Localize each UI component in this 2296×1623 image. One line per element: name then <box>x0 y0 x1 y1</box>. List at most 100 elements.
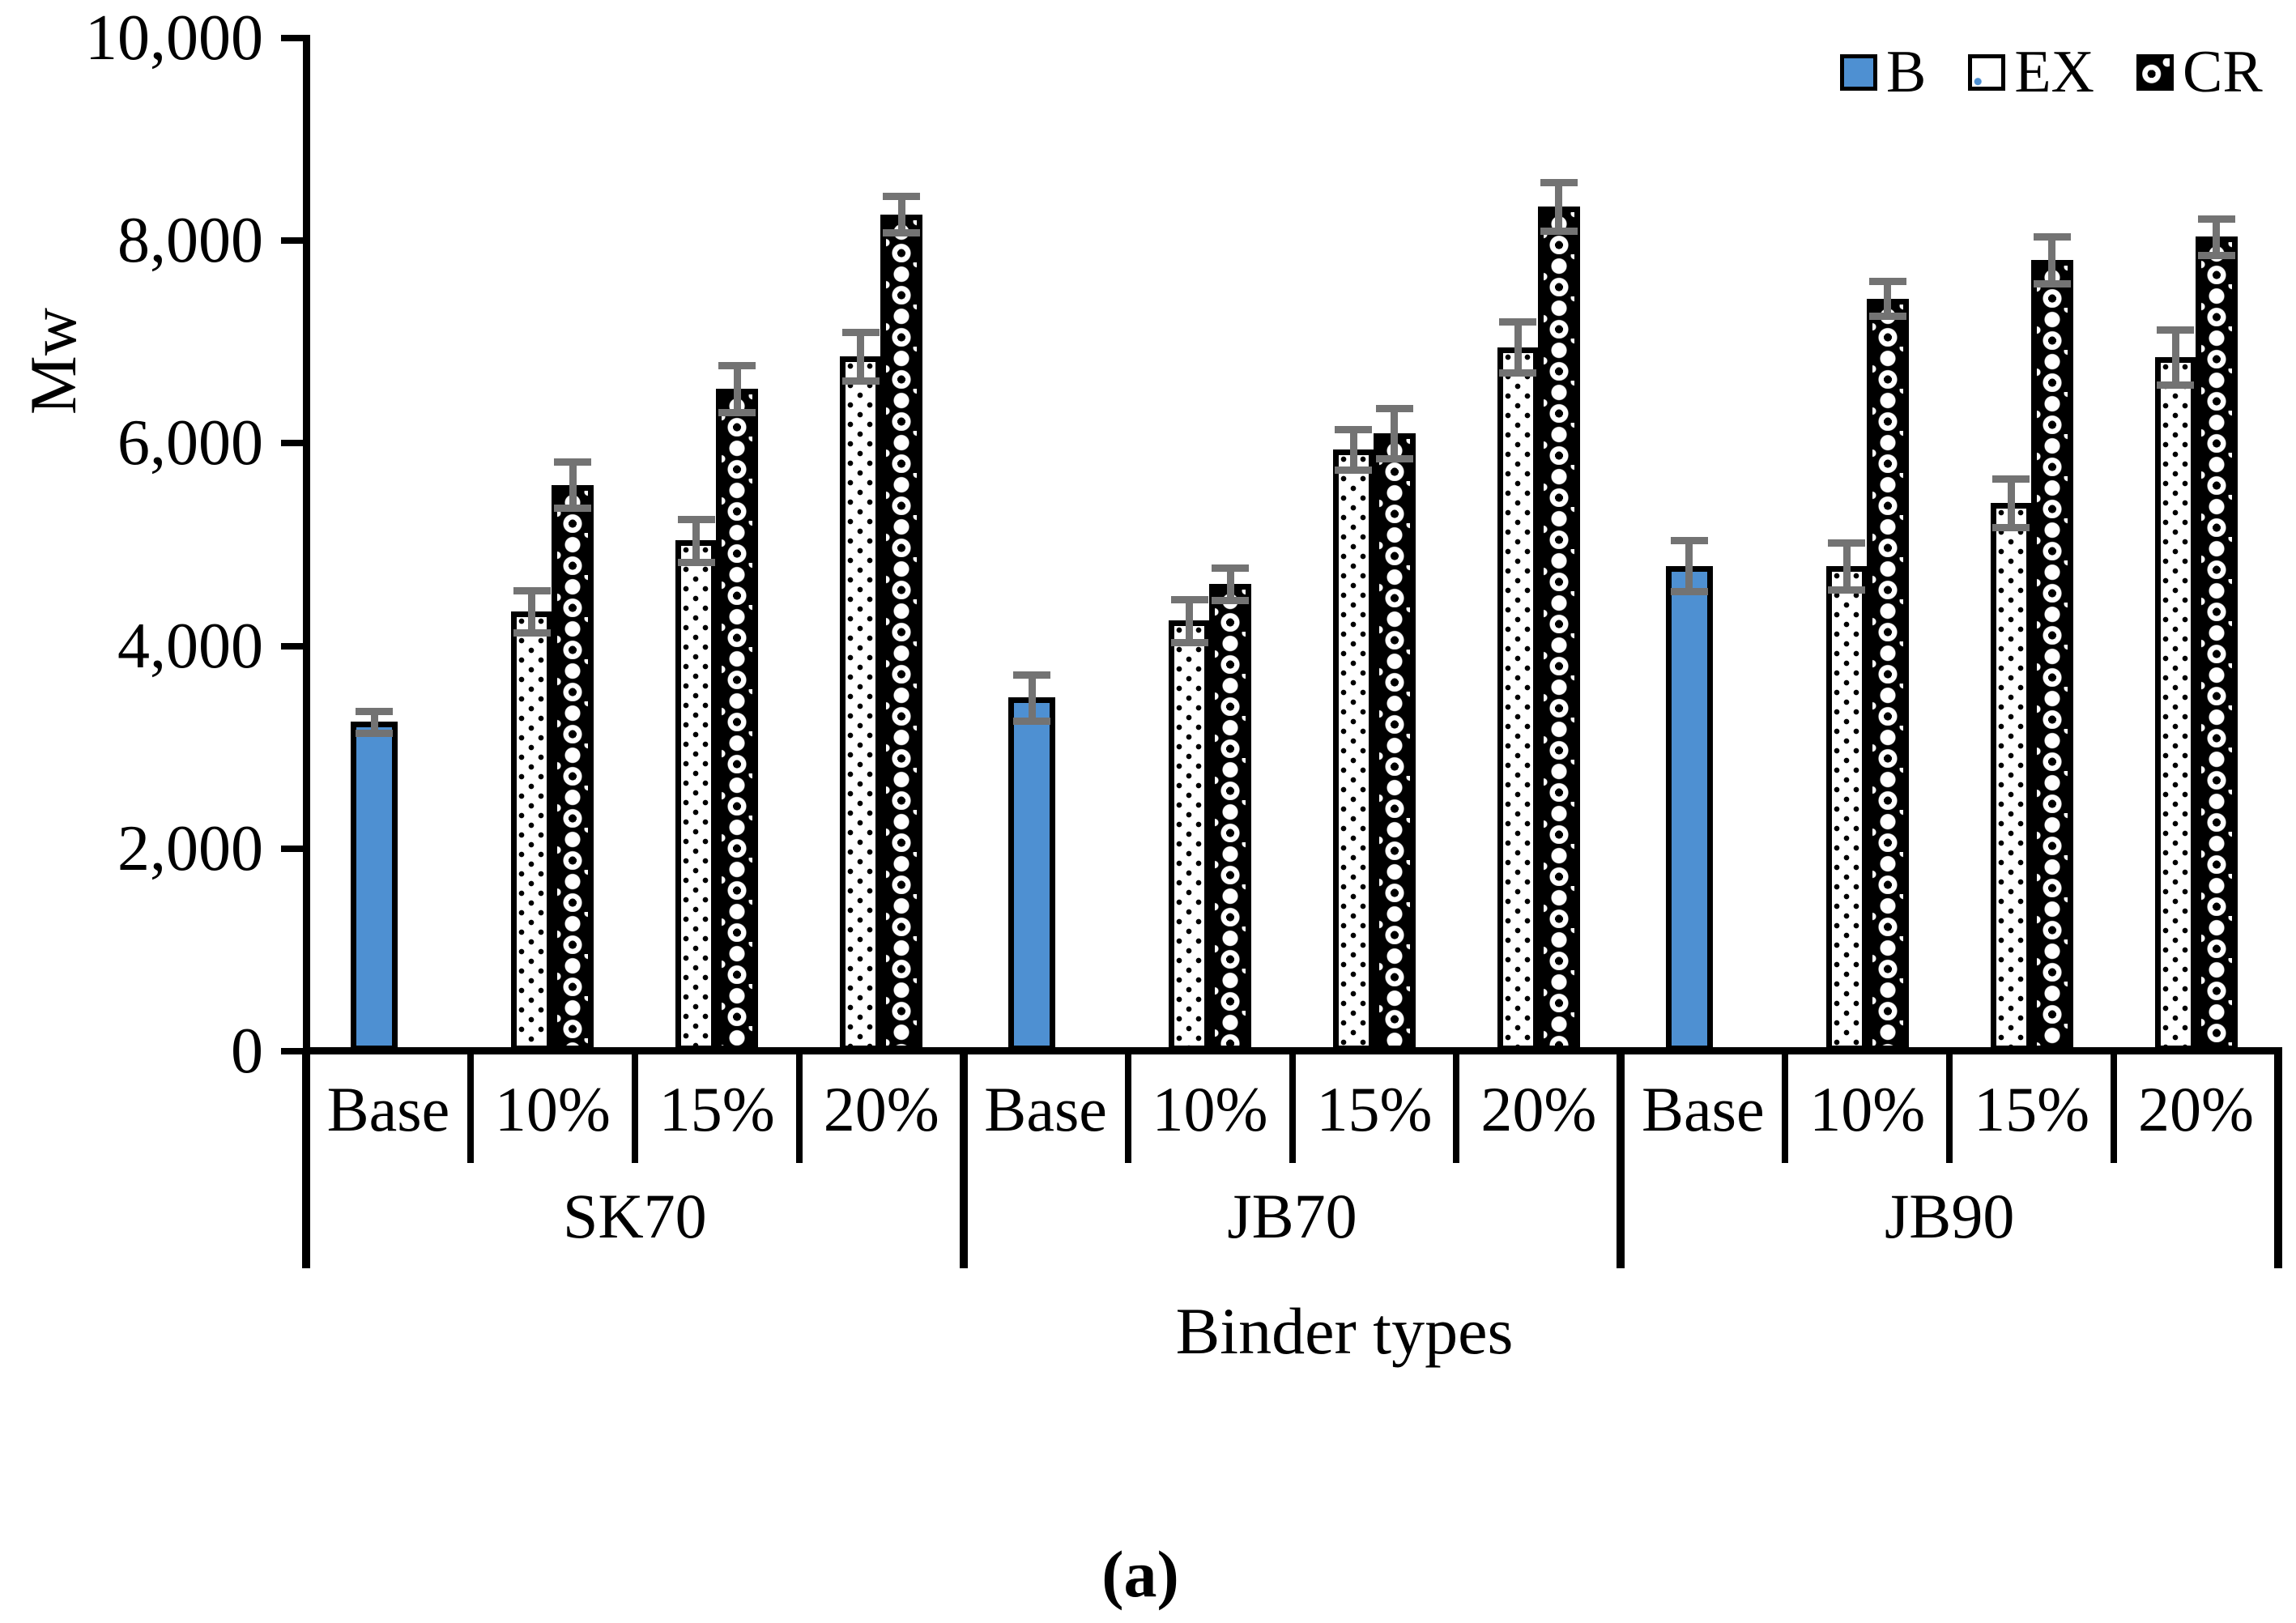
error-bar-cap-bottom <box>554 505 592 513</box>
bar-jb70-15pct-cr <box>1373 432 1416 1051</box>
error-bar-cap-top <box>1375 404 1413 412</box>
error-bar-cap-bottom <box>1335 466 1373 474</box>
error-bar-line <box>2007 479 2015 528</box>
category-label: Base <box>326 1074 450 1144</box>
category-separator <box>631 1051 638 1163</box>
legend-swatch-dotted-icon <box>1968 53 2006 91</box>
error-bar-cap-bottom <box>677 558 715 566</box>
legend-label-ex: EX <box>2014 39 2095 105</box>
error-bar-cap-top <box>513 586 551 594</box>
error-bar-line <box>2171 330 2179 385</box>
y-tick-label: 8,000 <box>117 205 263 277</box>
error-bar-line <box>1226 568 1234 601</box>
legend-swatch-blue-icon <box>1840 53 1877 91</box>
category-label: 10% <box>1152 1074 1268 1144</box>
error-bar-cap-bottom <box>513 629 551 637</box>
y-tick-label: 6,000 <box>117 407 263 479</box>
category-label: 15% <box>1974 1074 2090 1144</box>
category-separator <box>1453 1051 1460 1163</box>
error-bar-cap-bottom <box>2157 381 2195 389</box>
group-label-jb70: JB70 <box>1227 1181 1357 1251</box>
category-separator <box>1289 1051 1296 1163</box>
error-bar-cap-top <box>718 362 756 370</box>
error-bar-line <box>897 196 905 233</box>
error-bar-cap-bottom <box>1670 588 1708 596</box>
legend-swatch-circles-icon <box>2136 53 2175 91</box>
error-bar-cap-bottom <box>841 377 880 385</box>
y-tick <box>281 440 306 447</box>
group-label-jb90: JB90 <box>1884 1181 2015 1251</box>
error-bar-cap-top <box>1992 475 2030 483</box>
error-bar-cap-top <box>1499 318 1537 326</box>
error-bar-line <box>692 519 701 562</box>
y-tick <box>281 1048 306 1054</box>
figure-caption: (a) <box>1101 1537 1179 1611</box>
bar-jb90-10pct-ex <box>1825 565 1868 1051</box>
category-separator <box>1782 1051 1789 1163</box>
bar-sk70-15pct-cr <box>716 388 759 1051</box>
category-separator <box>1946 1051 1953 1163</box>
legend-label-b: B <box>1886 39 1927 105</box>
y-tick-label: 4,000 <box>117 610 263 682</box>
error-bar-line <box>1842 542 1851 590</box>
error-bar-cap-top <box>1212 564 1250 573</box>
error-bar-cap-bottom <box>1992 524 2030 532</box>
error-bar-cap-bottom <box>1499 368 1537 377</box>
legend-item-b: B <box>1840 40 1926 104</box>
y-tick-label: 10,000 <box>85 2 263 74</box>
bar-jb90-20pct-ex <box>2154 357 2196 1051</box>
y-tick <box>281 237 306 245</box>
error-bar-cap-top <box>2033 233 2071 241</box>
y-tick <box>281 642 306 650</box>
bar-jb70-base-b <box>1008 697 1056 1051</box>
y-tick-label: 2,000 <box>117 812 263 884</box>
x-axis-line <box>303 1047 2282 1054</box>
category-separator <box>1124 1051 1131 1163</box>
bar-sk70-15pct-ex <box>675 540 718 1051</box>
group-separator <box>302 1051 310 1268</box>
error-bar-cap-bottom <box>1013 718 1051 726</box>
error-bar-cap-top <box>1170 596 1208 604</box>
bar-sk70-base-b <box>351 722 398 1051</box>
bar-jb90-20pct-cr <box>2195 236 2238 1051</box>
bar-sk70-20pct-cr <box>880 214 923 1051</box>
error-bar-line <box>528 590 536 633</box>
category-label: 10% <box>494 1074 611 1144</box>
error-bar-line <box>1884 281 1892 316</box>
legend: B EX CR <box>1840 40 2263 104</box>
error-bar-cap-top <box>1670 537 1708 545</box>
legend-item-cr: CR <box>2136 40 2263 104</box>
error-bar-cap-bottom <box>1828 586 1866 594</box>
error-bar-cap-top <box>1335 425 1373 433</box>
bar-jb70-10pct-cr <box>1209 584 1252 1051</box>
y-tick <box>281 845 306 852</box>
error-bar-cap-bottom <box>356 730 394 738</box>
error-bar-line <box>1391 407 1399 459</box>
group-label-sk70: SK70 <box>562 1181 707 1251</box>
error-bar-cap-bottom <box>1170 638 1208 646</box>
error-bar-cap-top <box>1828 539 1866 547</box>
error-bar-cap-top <box>841 328 880 336</box>
bar-sk70-10pct-ex <box>511 611 553 1051</box>
bar-jb90-15pct-cr <box>2030 259 2073 1051</box>
error-bar-cap-top <box>883 193 921 201</box>
bar-sk70-20pct-ex <box>840 356 882 1051</box>
error-bar-line <box>733 365 741 412</box>
error-bar-cap-top <box>554 458 592 466</box>
error-bar-line <box>569 461 577 509</box>
error-bar-cap-bottom <box>1540 227 1578 235</box>
category-label: 10% <box>1809 1074 1926 1144</box>
error-bar-cap-bottom <box>883 229 921 237</box>
error-bar-cap-bottom <box>718 408 756 416</box>
error-bar-line <box>1555 181 1563 231</box>
group-separator <box>2274 1051 2282 1268</box>
error-bar-cap-top <box>1868 278 1906 286</box>
bar-jb90-base-b <box>1665 565 1713 1051</box>
error-bar-line <box>1685 540 1693 592</box>
category-label: 15% <box>658 1074 775 1144</box>
bar-jb90-15pct-ex <box>1990 503 2032 1051</box>
y-tick <box>281 35 306 41</box>
error-bar-cap-bottom <box>1868 312 1906 320</box>
y-tick-label: 0 <box>231 1016 263 1087</box>
